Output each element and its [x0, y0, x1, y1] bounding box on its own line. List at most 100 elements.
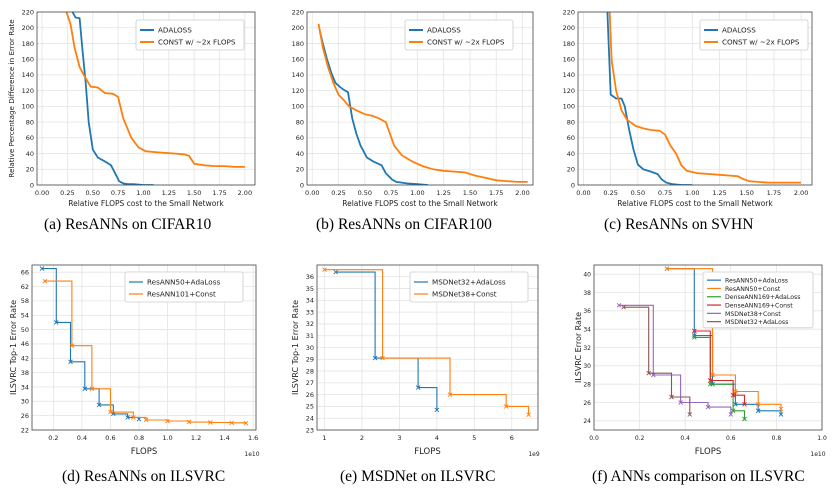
y-tick-label: 100 — [292, 103, 304, 111]
y-tick-label: 34 — [21, 383, 29, 391]
caption-e: (e) MSDNet on ILSVRC — [340, 468, 496, 485]
data-point — [707, 381, 713, 387]
y-tick-label: 160 — [22, 55, 34, 63]
x-tick-label: 2.00 — [515, 189, 529, 197]
legend-label-5: MSDNet32+AdaLoss — [725, 319, 788, 326]
data-point — [742, 402, 747, 407]
y-axis-label: ILSVRC Top-1 Error Rate — [9, 300, 18, 395]
series-line-0 — [71, 12, 154, 185]
x-tick-label: 1.75 — [212, 189, 226, 197]
legend-label-0: ADALOSS — [158, 25, 192, 34]
y-tick-label: 100 — [563, 103, 575, 111]
legend-label-1: CONST w/ ~2x FLOPS — [722, 37, 800, 46]
y-tick-label: 160 — [563, 55, 575, 63]
legend-label-0: ADALOSS — [427, 25, 461, 34]
y-tick-label: 38 — [583, 290, 591, 297]
data-point — [68, 359, 73, 365]
data-point — [710, 372, 715, 378]
data-point — [733, 402, 738, 407]
y-tick-label: 180 — [563, 40, 575, 48]
legend-label-2: DenseANN169+AdaLoss — [725, 294, 800, 301]
y-tick-label: 30 — [21, 398, 29, 406]
y-axis-label: Relative Percentage Difference in Error … — [7, 19, 16, 178]
x-tick-label: 0.50 — [358, 189, 372, 197]
x-tick-label: 1.50 — [739, 189, 753, 197]
x-tick-label: 2 — [360, 434, 364, 442]
y-tick-label: 26 — [21, 412, 29, 420]
y-tick-label: 33 — [306, 308, 314, 316]
x-tick-label: 2.00 — [794, 189, 808, 197]
chart-panel-5: 0.0 0.2 0.4 0.6 0.8 1.0 24 26 28 30 32 34 36 38 40 FLOP… — [574, 264, 827, 458]
data-point — [39, 266, 45, 271]
data-point — [96, 402, 102, 408]
y-tick-label: 29 — [306, 356, 314, 364]
data-point — [434, 407, 440, 413]
data-point — [705, 404, 711, 410]
data-point — [415, 385, 421, 390]
x-tick-label: 0.75 — [658, 189, 672, 197]
x-tick-label: 0.25 — [603, 189, 617, 197]
x-tick-label: 0.75 — [384, 189, 398, 197]
x-tick-label: 0.2 — [635, 435, 645, 442]
x-tick-label: 0.8 — [772, 435, 782, 442]
x-tick-label: 4 — [435, 434, 439, 442]
y-tick-label: 54 — [21, 312, 29, 320]
data-point — [229, 420, 235, 426]
y-tick-label: 32 — [583, 345, 591, 352]
legend-box — [409, 271, 529, 303]
y-tick-label: 20 — [567, 166, 575, 174]
x-tick-label: 0.8 — [134, 434, 144, 442]
data-point — [646, 370, 652, 376]
x-tick-label: 1.00 — [685, 189, 699, 197]
legend-label-1: ResANN101+Const — [147, 289, 216, 298]
y-tick-label: 40 — [567, 150, 575, 158]
y-tick-label: 26 — [306, 391, 314, 399]
data-point — [143, 417, 149, 423]
y-tick-label: 58 — [21, 297, 29, 305]
y-tick-label: 120 — [22, 87, 34, 95]
series-line-1 — [317, 23, 528, 183]
data-point — [621, 304, 626, 310]
y-tick-label: 30 — [583, 363, 591, 370]
chart-panel-2: 0.00 0.25 0.50 0.75 1.00 1.25 1.50 1.75 2.00 0 20 4… — [563, 8, 813, 208]
data-point — [42, 278, 48, 284]
y-tick-label: 36 — [583, 308, 591, 315]
x-tick-label: 0.00 — [576, 189, 590, 197]
y-tick-label: 23 — [306, 426, 314, 434]
y-tick-label: 60 — [567, 134, 575, 142]
data-point — [687, 412, 693, 417]
data-point — [728, 412, 734, 417]
chart-panel-1: 0.00 0.25 0.50 0.75 1.00 1.25 1.50 1.75 2.00 0 20 4… — [292, 8, 534, 208]
x-tick-label: 0.0 — [589, 435, 599, 442]
plot-frame — [36, 11, 256, 186]
data-point — [742, 416, 747, 422]
y-tick-label: 80 — [567, 118, 575, 126]
y-tick-label: 60 — [26, 134, 34, 142]
x-tick-label: 1.50 — [463, 189, 477, 197]
y-tick-label: 180 — [292, 40, 304, 48]
x-axis-label: FLOPS — [695, 447, 722, 457]
data-point — [778, 412, 784, 417]
legend-label-0: ADALOSS — [722, 25, 756, 34]
data-point — [755, 402, 761, 407]
data-point — [730, 392, 736, 398]
x-tick-label: 1.6 — [248, 434, 258, 442]
series-line-3 — [694, 330, 746, 405]
data-point — [53, 320, 59, 325]
y-tick-label: 60 — [296, 134, 304, 142]
data-point — [526, 412, 531, 417]
y-tick-label: 36 — [306, 273, 314, 281]
x-tick-label: 1.00 — [136, 189, 150, 197]
x-tick-label: 1.75 — [489, 189, 503, 197]
y-axis-label: ILSVRC Top-1 Error Rate — [291, 300, 300, 395]
y-axis-label: ILSVRC Error Rate — [574, 312, 583, 383]
plot-frame — [31, 264, 257, 431]
y-tick-label: 62 — [21, 283, 29, 291]
x-tick-label: 1.25 — [712, 189, 726, 197]
y-tick-label: 180 — [22, 40, 34, 48]
y-tick-label: 40 — [26, 150, 34, 158]
y-tick-label: 200 — [22, 24, 34, 32]
y-tick-label: 40 — [296, 150, 304, 158]
legend-box — [404, 19, 514, 51]
